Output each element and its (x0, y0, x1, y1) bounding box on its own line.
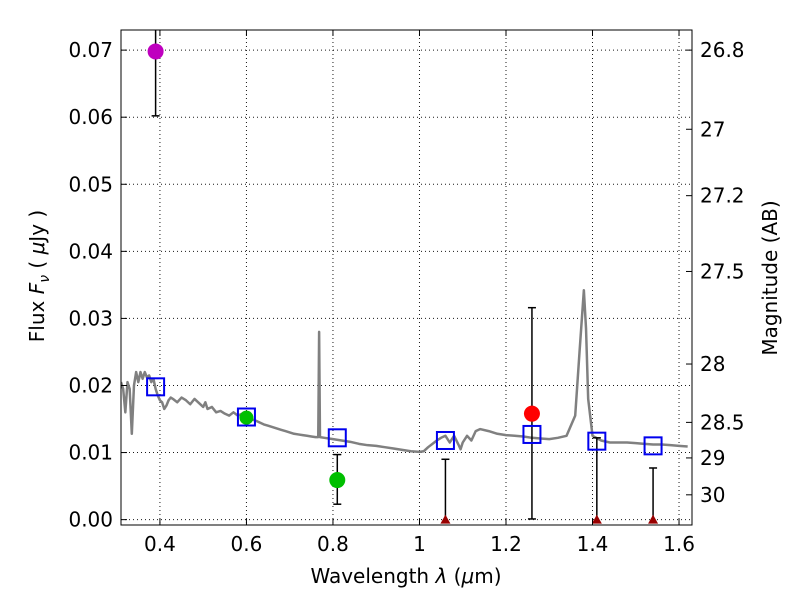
x-tick-label: 1.4 (577, 532, 609, 556)
y-tick-label: 0.06 (68, 105, 113, 129)
model-spectrum-line (121, 288, 688, 454)
y-tick-label: 0.03 (68, 306, 113, 330)
upper-limit-marker (648, 514, 659, 524)
y2-tick-label: 30 (700, 483, 725, 507)
model-flux-square (327, 428, 347, 448)
upper-limit-marker (440, 514, 451, 524)
model-flux-square (435, 430, 455, 450)
y-tick-label: 0.00 (68, 508, 113, 532)
x-axis: 0.4 0.6 0.8 1 1.2 1.4 1.6 (144, 30, 695, 556)
x-axis-title: Wavelength λ (μm) (310, 564, 501, 588)
y2-tick-label: 28.5 (700, 410, 745, 434)
x-tick-label: 1.2 (490, 532, 522, 556)
y2-axis-title: Magnitude (AB) (758, 200, 782, 355)
series (121, 30, 688, 524)
observed-flux-point (239, 410, 254, 425)
x-tick-label: 1 (413, 532, 426, 556)
y2-tick-label: 28 (700, 352, 725, 376)
model-flux-square (236, 407, 256, 427)
y2-tick-label: 26.8 (700, 38, 745, 62)
y-tick-label: 0.01 (68, 441, 113, 465)
model-flux-square (146, 377, 166, 397)
model-flux-square (643, 436, 663, 456)
plot-area (121, 30, 688, 524)
y2-tick-label: 27.2 (700, 184, 745, 208)
y-tick-label: 0.04 (68, 239, 113, 263)
x-tick-label: 1.6 (663, 532, 695, 556)
y2-tick-label: 29 (700, 446, 725, 470)
model-flux-square (587, 431, 607, 451)
observed-flux-point (329, 472, 346, 489)
y-tick-label: 0.02 (68, 373, 113, 397)
observed-flux-point (147, 43, 164, 60)
y2-tick-label: 27.5 (700, 259, 745, 283)
x-tick-label: 0.8 (317, 532, 349, 556)
upper-limit-marker (591, 514, 602, 524)
y-axis-title: Flux Fν ( μJy ) (25, 210, 53, 342)
plot-frame (120, 29, 693, 526)
x-tick-label: 0.6 (231, 532, 263, 556)
y-tick-label: 0.05 (68, 172, 113, 196)
observed-flux-point (523, 405, 540, 422)
model-flux-square (522, 424, 542, 444)
x-tick-label: 0.4 (144, 532, 176, 556)
y-axis: 0.00 0.01 0.02 0.03 0.04 0.05 0.06 0.07 (68, 38, 127, 532)
grid (121, 30, 692, 525)
y2-axis: 26.8 27 27.2 27.5 28 28.5 29 30 (686, 38, 745, 507)
y2-tick-label: 27 (700, 117, 725, 141)
y-tick-label: 0.07 (68, 38, 113, 62)
